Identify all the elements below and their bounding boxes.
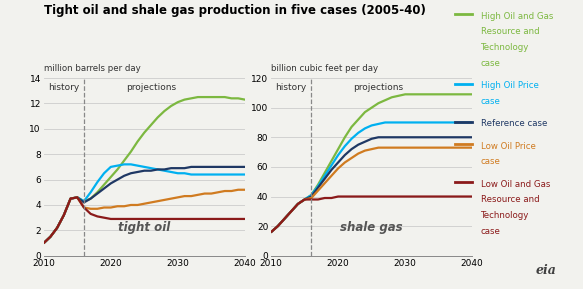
Text: Technology: Technology bbox=[481, 43, 529, 52]
Text: case: case bbox=[481, 97, 501, 106]
Text: Resource and: Resource and bbox=[481, 27, 540, 36]
Text: history: history bbox=[276, 83, 307, 92]
Text: Resource and: Resource and bbox=[481, 195, 540, 205]
Text: case: case bbox=[481, 59, 501, 68]
Text: tight oil: tight oil bbox=[118, 221, 170, 234]
Text: High Oil and Gas: High Oil and Gas bbox=[481, 12, 553, 21]
Text: billion cubic feet per day: billion cubic feet per day bbox=[271, 64, 378, 73]
Text: eia: eia bbox=[536, 264, 557, 277]
Text: case: case bbox=[481, 158, 501, 166]
Text: Technology: Technology bbox=[481, 211, 529, 221]
Text: case: case bbox=[481, 227, 501, 236]
Text: Low Oil Price: Low Oil Price bbox=[481, 142, 536, 151]
Text: history: history bbox=[48, 83, 79, 92]
Text: Low Oil and Gas: Low Oil and Gas bbox=[481, 179, 550, 189]
Text: shale gas: shale gas bbox=[340, 221, 403, 234]
Text: Reference case: Reference case bbox=[481, 119, 547, 128]
Text: projections: projections bbox=[353, 83, 403, 92]
Text: Tight oil and shale gas production in five cases (2005-40): Tight oil and shale gas production in fi… bbox=[44, 4, 426, 17]
Text: projections: projections bbox=[126, 83, 176, 92]
Text: High Oil Price: High Oil Price bbox=[481, 81, 539, 90]
Text: million barrels per day: million barrels per day bbox=[44, 64, 141, 73]
